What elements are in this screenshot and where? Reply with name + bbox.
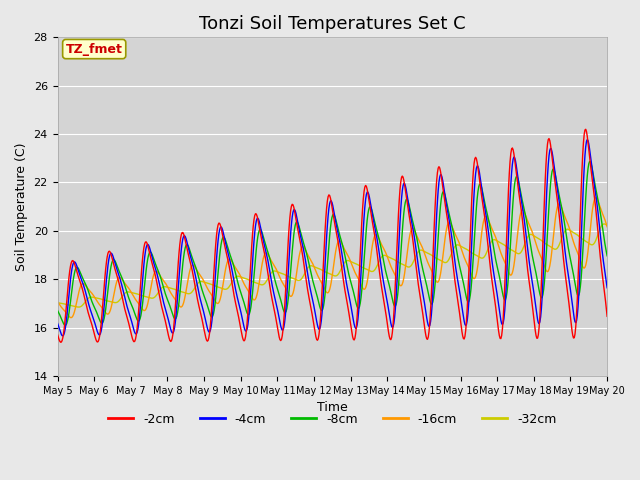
Title: Tonzi Soil Temperatures Set C: Tonzi Soil Temperatures Set C <box>199 15 466 33</box>
Y-axis label: Soil Temperature (C): Soil Temperature (C) <box>15 143 28 271</box>
Legend: -2cm, -4cm, -8cm, -16cm, -32cm: -2cm, -4cm, -8cm, -16cm, -32cm <box>103 408 561 431</box>
X-axis label: Time: Time <box>317 401 348 414</box>
Text: TZ_fmet: TZ_fmet <box>66 43 123 56</box>
